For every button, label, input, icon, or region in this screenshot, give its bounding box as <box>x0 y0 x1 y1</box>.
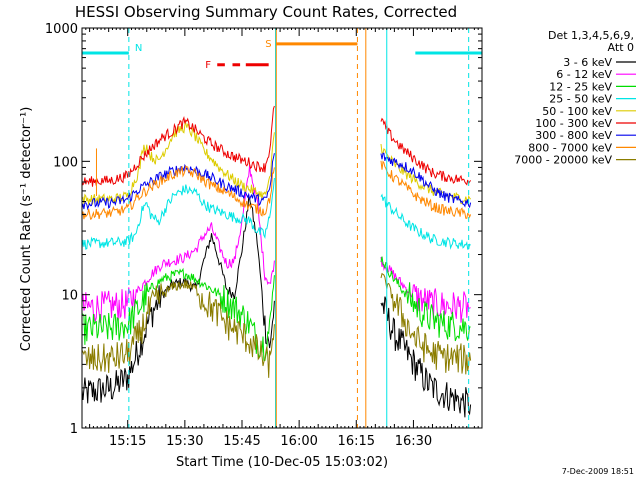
y-tick-label-2: 100 <box>53 155 78 170</box>
y-tick-label-3: 1000 <box>45 22 78 37</box>
y-axis-label: Corrected Count Rate (s⁻¹ detector⁻¹) <box>19 107 34 352</box>
legend-label-5: 100 - 300 keV <box>535 117 612 130</box>
series-line-5 <box>82 105 472 187</box>
legend-label-2: 12 - 25 keV <box>549 80 612 93</box>
x-tick-label-1: 15:30 <box>166 434 203 449</box>
x-tick-label-2: 15:45 <box>223 434 260 449</box>
series-line-3 <box>82 177 471 250</box>
x-tick-label-5: 16:30 <box>395 434 432 449</box>
x-axis-label: Start Time (10-Dec-05 15:03:02) <box>176 455 388 470</box>
legend-label-1: 6 - 12 keV <box>556 68 612 81</box>
legend-label-7: 800 - 7000 keV <box>528 141 612 154</box>
y-tick-label-0: 1 <box>70 422 78 437</box>
footer-timestamp: 7-Dec-2009 18:51 <box>562 467 634 476</box>
legend-label-0: 3 - 6 keV <box>563 56 612 69</box>
chart-title: HESSI Observing Summary Count Rates, Cor… <box>75 3 457 21</box>
series-line-2 <box>82 256 471 362</box>
legend-label-6: 300 - 800 keV <box>535 129 612 142</box>
series-line-8 <box>82 272 472 378</box>
legend-label-8: 7000 - 20000 keV <box>514 154 612 167</box>
legend-header-1: Att 0 <box>608 41 634 54</box>
axes-frame <box>81 27 483 429</box>
flag-label-5: S <box>265 39 271 50</box>
legend-label-3: 25 - 50 keV <box>549 93 612 106</box>
plot-area: N F S <box>82 28 482 428</box>
legend-label-4: 50 - 100 keV <box>542 105 612 118</box>
flag-label-2: F <box>205 60 211 71</box>
x-tick-label-4: 16:15 <box>338 434 375 449</box>
axes: 15:15 15:30 15:45 16:00 16:15 16:30 1 10 100 1000 <box>45 22 483 449</box>
series-line-7 <box>82 160 472 220</box>
x-tick-label-0: 15:15 <box>109 434 146 449</box>
y-tick-label-1: 10 <box>61 289 78 304</box>
x-tick-label-3: 16:00 <box>280 434 317 449</box>
plot-inner <box>82 28 472 428</box>
series-line-0 <box>82 195 472 418</box>
legend-header-0: Det 1,3,4,5,6,9, <box>548 29 634 42</box>
flag-label-0: N <box>135 43 142 54</box>
